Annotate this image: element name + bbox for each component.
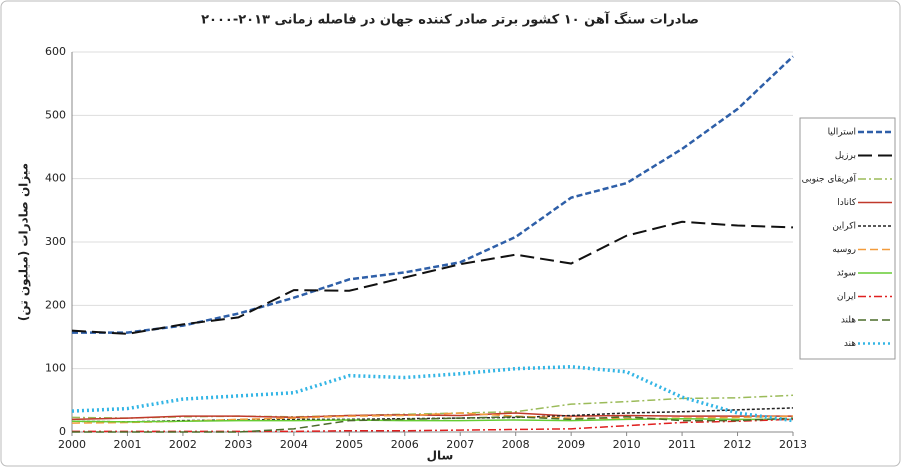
series-line	[71, 365, 794, 423]
legend-label: هلند	[841, 316, 856, 326]
x-tick-label: 2000	[58, 438, 86, 451]
legend-label: اکراین	[832, 222, 856, 232]
x-tick-label: 2010	[613, 438, 641, 451]
x-tick-label: 2013	[779, 438, 807, 451]
legend-box	[799, 117, 896, 360]
series-line	[71, 412, 793, 421]
x-tick-label: 2011	[668, 438, 696, 451]
x-tick-label: 2004	[280, 438, 308, 451]
y-tick-label: 600	[45, 45, 66, 58]
y-tick-label: 100	[45, 362, 66, 375]
legend-label: کانادا	[837, 198, 856, 208]
x-tick-label: 2008	[502, 438, 530, 451]
legend-label: سوئد	[837, 269, 856, 279]
legend-label: استرالیا	[828, 128, 856, 138]
x-tick-label: 2003	[224, 438, 252, 451]
x-tick-label: 2012	[724, 438, 752, 451]
x-tick-label: 2005	[335, 438, 363, 451]
y-tick-label: 200	[45, 298, 66, 311]
legend-label: برزیل	[835, 151, 856, 161]
x-tick-label: 2002	[169, 438, 197, 451]
legend-label: آفریقای جنوبی	[802, 173, 857, 185]
y-tick-label: 0	[59, 425, 66, 438]
legend-label: هند	[844, 339, 856, 349]
x-tick-label: 2009	[557, 438, 585, 451]
y-tick-label: 500	[45, 108, 66, 121]
legend-label: ایران	[837, 292, 856, 302]
x-tick-label: 2001	[113, 438, 141, 451]
x-axis-title: سال	[427, 449, 454, 463]
y-tick-label: 400	[45, 172, 66, 185]
y-tick-label: 300	[45, 235, 66, 248]
x-tick-label: 2006	[391, 438, 419, 451]
series-line	[71, 417, 793, 423]
y-axis-title: میزان صادرات (میلیون تن)	[17, 163, 32, 321]
series-line	[71, 220, 794, 335]
legend-label: روسیه	[832, 245, 856, 255]
x-tick-label: 2007	[446, 438, 474, 451]
series-line	[72, 416, 794, 433]
chart-title: صادرات سنگ آهن ۱۰ کشور برتر صادر کننده ج…	[201, 11, 699, 28]
